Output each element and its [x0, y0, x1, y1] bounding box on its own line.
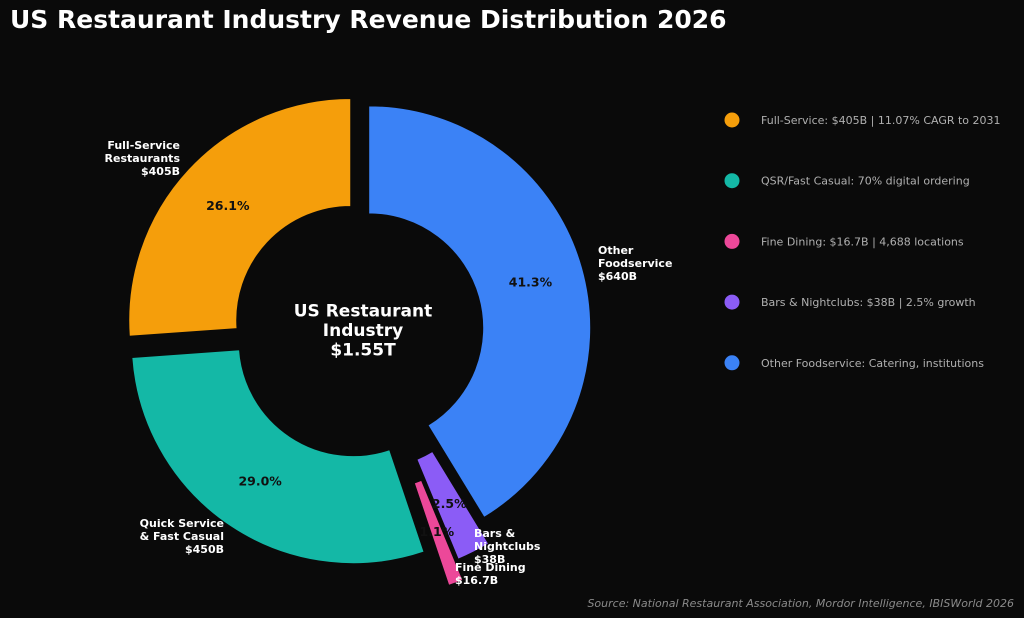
slice-labels: Other Foodservice $640B Bars & Nightclubs $38… [105, 139, 673, 587]
legend-marker-4 [724, 355, 740, 371]
percent-label-2: 1.1% [420, 524, 455, 539]
percent-label-1: 2.5% [432, 496, 467, 511]
chart-title: US Restaurant Industry Revenue Distribut… [10, 5, 727, 34]
percent-label-3: 29.0% [238, 474, 282, 489]
slice-3 [131, 349, 425, 565]
slices [128, 97, 592, 586]
slice-2 [413, 479, 464, 586]
source-note: Source: National Restaurant Association,… [587, 597, 1014, 610]
slice-label-4: Full-Service Restaurants $405B [105, 139, 181, 178]
percent-label-0: 41.3% [509, 274, 553, 289]
percent-label-4: 26.1% [206, 198, 250, 213]
center-label: US Restaurant Industry $1.55T [294, 302, 433, 361]
slice-0 [368, 105, 592, 519]
slice-label-1: Bars & Nightclubs $38B [474, 527, 541, 566]
legend-marker-1 [724, 173, 740, 189]
legend-marker-3 [724, 294, 740, 310]
legend-entry-1: QSR/Fast Casual: 70% digital ordering [761, 175, 970, 188]
legend-entry-0: Full-Service: $405B | 11.07% CAGR to 203… [761, 114, 1001, 127]
legend: Full-Service: $405B | 11.07% CAGR to 203… [724, 112, 1001, 371]
legend-marker-2 [724, 233, 740, 249]
slice-label-3: Quick Service & Fast Casual $450B [140, 517, 224, 556]
legend-marker-0 [724, 112, 740, 128]
slice-label-2: Fine Dining $16.7B [455, 561, 526, 587]
percent-labels: 41.3% 2.5% 1.1% 29.0% 26.1% [206, 198, 553, 539]
legend-entry-2: Fine Dining: $16.7B | 4,688 locations [761, 235, 964, 248]
slice-1 [416, 450, 490, 560]
slice-4 [128, 97, 352, 337]
slice-label-0: Other Foodservice $640B [598, 244, 672, 283]
legend-entry-3: Bars & Nightclubs: $38B | 2.5% growth [761, 296, 976, 309]
legend-entry-4: Other Foodservice: Catering, institution… [761, 357, 984, 370]
